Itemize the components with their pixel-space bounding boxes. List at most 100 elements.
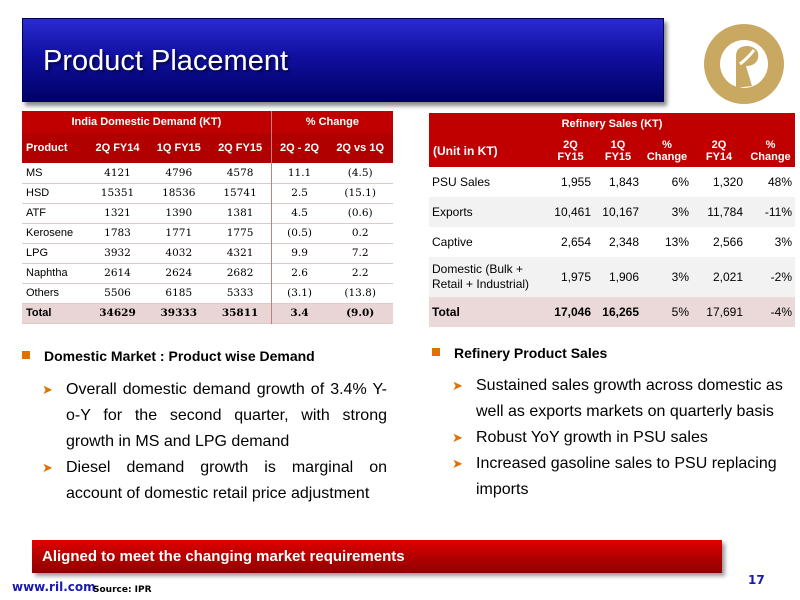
column-header-line: 1Q: [610, 139, 626, 151]
list-item: ➤ Robust YoY growth in PSU sales: [452, 425, 797, 451]
list-item-text: Overall domestic demand growth of 3.4% Y…: [66, 381, 387, 450]
table-cell: MS: [26, 166, 43, 179]
column-header: 2Q FY14: [692, 135, 746, 167]
table-cell: 2.6: [270, 263, 328, 283]
arrow-bullet-icon: ➤: [452, 378, 463, 393]
table-cell: 4578: [226, 166, 254, 179]
table-cell: LPG: [26, 247, 49, 259]
table-cell: 17,691: [692, 297, 746, 327]
table-row: Naphtha 2614 2624 2682 2.6 2.2: [22, 263, 393, 283]
table-cell: -2%: [746, 257, 795, 297]
table-cell: (4.5): [347, 166, 373, 179]
table-cell: 2682: [226, 267, 254, 279]
table-cell: 1,955: [560, 175, 591, 189]
table-cell: 2614: [104, 267, 131, 279]
square-bullet-icon: [22, 351, 30, 359]
table-row: Domestic (Bulk + Retail + Industrial) 1,…: [429, 257, 795, 297]
column-header: 2Q FY14: [86, 133, 149, 163]
table-cell: 1321: [104, 207, 131, 219]
table-cell: 16,265: [594, 297, 642, 327]
list-item: ➤ Increased gasoline sales to PSU replac…: [452, 451, 797, 503]
right-section-heading: Refinery Product Sales: [432, 345, 607, 361]
arrow-bullet-icon: ➤: [42, 460, 53, 475]
column-header: 2Q FY15: [209, 133, 272, 163]
table-cell: HSD: [26, 187, 50, 199]
table-cell: (0.5): [270, 223, 328, 243]
list-item: ➤ Overall domestic demand growth of 3.4%…: [42, 377, 387, 455]
right-heading-text: Refinery Product Sales: [454, 345, 608, 361]
table-cell: (0.6): [347, 207, 373, 219]
table-cell: 17,046: [547, 297, 594, 327]
arrow-bullet-icon: ➤: [42, 382, 53, 397]
table-row: HSD 15351 18536 15741 2.5 (15.1): [22, 183, 393, 203]
table-cell: Kerosene: [26, 227, 74, 239]
table-cell: 34629: [86, 303, 149, 323]
list-item-text: Diesel demand growth is marginal on acco…: [66, 459, 387, 502]
table-cell: 3%: [774, 235, 792, 249]
page-number: 17: [748, 573, 765, 587]
table-cell: (9.0): [327, 303, 393, 323]
table-cell: 6%: [671, 175, 689, 189]
banner-text: Aligned to meet the changing market requ…: [42, 548, 405, 565]
list-item-text: Robust YoY growth in PSU sales: [476, 429, 708, 446]
column-header: 1Q FY15: [148, 133, 210, 163]
column-header: 2Q FY15: [547, 135, 594, 167]
column-header-line: FY15: [604, 151, 632, 163]
table-cell: Total: [429, 297, 547, 327]
bottom-banner: Aligned to meet the changing market requ…: [32, 540, 722, 573]
table-cell: 3%: [642, 257, 692, 297]
table-cell: 4121: [104, 166, 131, 179]
table-cell: 4796: [165, 166, 193, 179]
total-row: Total 34629 39333 35811 3.4 (9.0): [22, 303, 393, 323]
table-cell: Total: [22, 303, 87, 323]
table-cell: 5506: [104, 287, 131, 299]
arrow-bullet-icon: ➤: [452, 430, 463, 445]
left-section-heading: Domestic Market : Product wise Demand: [22, 348, 315, 364]
table-cell: 18536: [162, 187, 196, 199]
table-cell: 1775: [226, 227, 254, 239]
table-cell: 1771: [165, 227, 193, 239]
list-item: ➤ Diesel demand growth is marginal on ac…: [42, 455, 387, 507]
website-link[interactable]: www.ril.com: [12, 580, 96, 594]
table-cell: 1,320: [712, 175, 743, 189]
table-cell: 7.2: [351, 247, 369, 259]
table-cell: 10,461: [547, 197, 594, 227]
table-row: Others 5506 6185 5333 (3.1) (13.8): [22, 283, 393, 303]
table-cell: 11.1: [270, 163, 328, 183]
column-header-line: Change: [750, 151, 791, 163]
table-cell: 2,021: [692, 257, 746, 297]
table-cell: Naphtha: [26, 267, 68, 279]
column-header-line: (Unit in KT): [433, 144, 498, 158]
left-heading-text: Domestic Market : Product wise Demand: [44, 348, 315, 364]
table-cell: 6185: [165, 287, 193, 299]
table-cell: Captive: [432, 235, 473, 249]
table-row: MS 4121 4796 4578 11.1 (4.5): [22, 163, 393, 183]
column-header-line: %: [765, 139, 776, 151]
table-row: Captive 2,654 2,348 13% 2,566 3%: [429, 227, 795, 257]
table-cell: 2624: [165, 267, 193, 279]
table-cell: 48%: [767, 175, 792, 189]
reliance-logo-icon: [704, 24, 784, 104]
column-header-line: 2Q: [563, 139, 578, 151]
table-row: Kerosene 1783 1771 1775 (0.5) 0.2: [22, 223, 393, 243]
table-cell: -11%: [746, 197, 795, 227]
column-header-line: Change: [646, 151, 688, 163]
title-banner: Product Placement: [22, 18, 664, 102]
table-cell: 35811: [209, 303, 272, 323]
column-header-line: %: [662, 139, 672, 151]
right-bullet-list: ➤ Sustained sales growth across domestic…: [452, 373, 797, 503]
list-item-text: Sustained sales growth across domestic a…: [476, 377, 783, 420]
table-cell: 1,906: [594, 257, 642, 297]
table-cell: 3932: [104, 247, 131, 259]
table-cell: 2,654: [560, 235, 591, 249]
refinery-table-title: Refinery Sales (KT): [429, 113, 795, 135]
table-cell: 1,843: [608, 175, 639, 189]
column-header: 2Q vs 1Q: [327, 133, 393, 163]
column-header: % Change: [746, 135, 795, 167]
table-cell: Exports: [429, 197, 547, 227]
table-cell: ATF: [26, 207, 46, 219]
column-header: 1Q FY15: [594, 135, 642, 167]
table-cell: 1,975: [547, 257, 594, 297]
table-cell: 15351: [100, 187, 135, 199]
column-header-line: FY15: [557, 151, 584, 163]
